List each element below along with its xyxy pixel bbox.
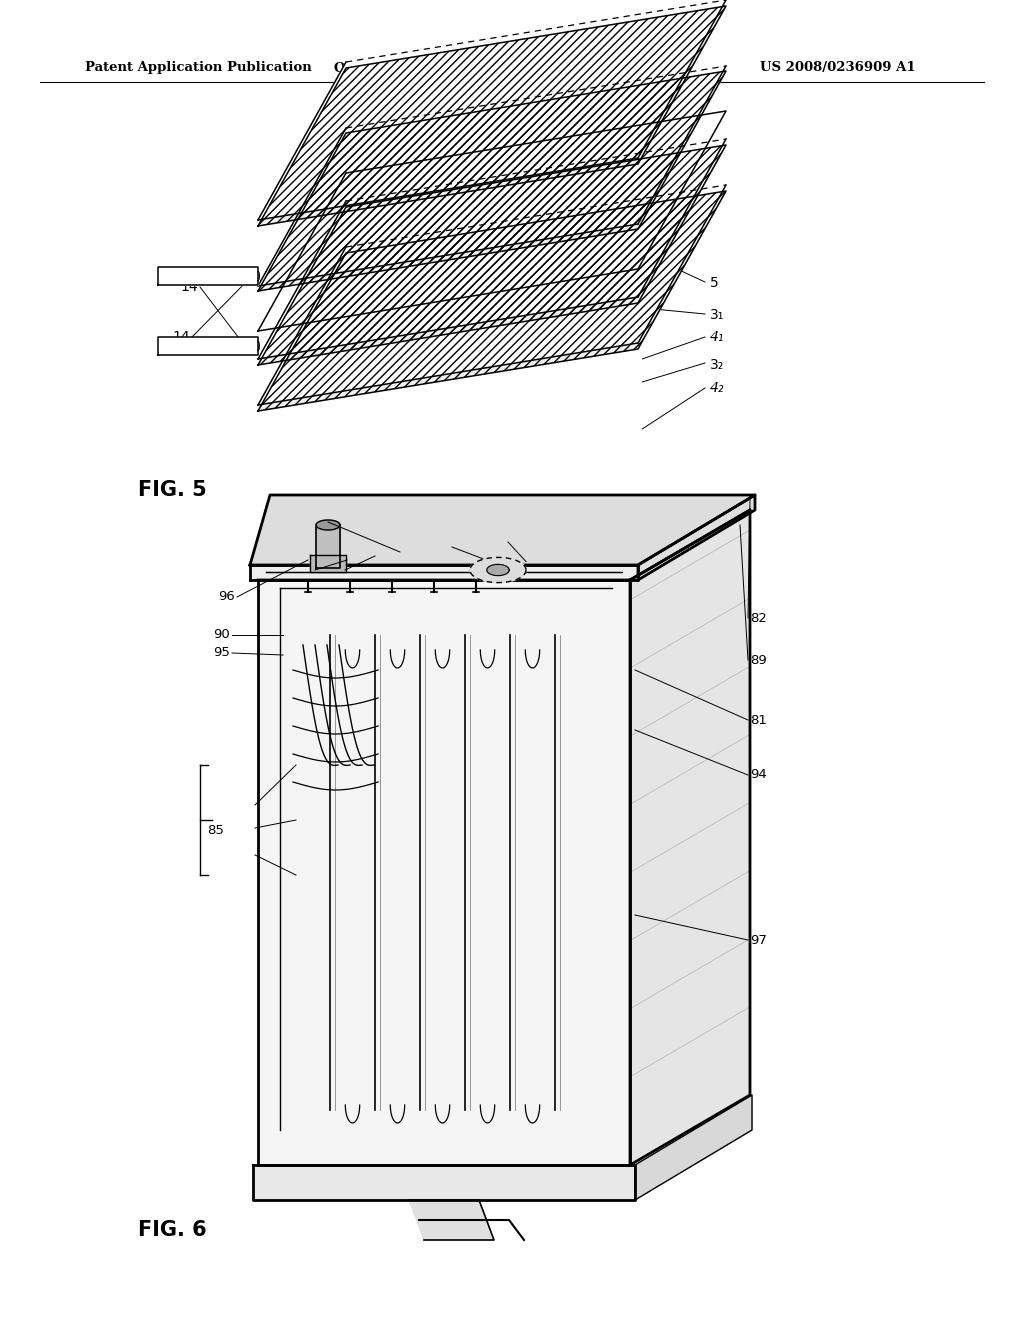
Text: US 2008/0236909 A1: US 2008/0236909 A1	[760, 62, 915, 74]
Polygon shape	[470, 557, 526, 582]
Polygon shape	[158, 267, 258, 285]
Polygon shape	[250, 495, 755, 565]
Text: 5: 5	[710, 276, 719, 290]
Text: 3₁: 3₁	[710, 308, 724, 322]
Polygon shape	[316, 525, 340, 568]
Text: 82: 82	[750, 611, 767, 624]
Text: 83: 83	[391, 537, 409, 550]
Text: 81: 81	[750, 714, 767, 726]
Polygon shape	[409, 1200, 494, 1239]
Polygon shape	[258, 579, 630, 1166]
Text: 85: 85	[207, 824, 224, 837]
Polygon shape	[258, 66, 726, 286]
Text: FIG. 5: FIG. 5	[138, 480, 207, 500]
Polygon shape	[250, 565, 638, 579]
Text: 92: 92	[443, 532, 461, 545]
Polygon shape	[258, 145, 726, 366]
Text: 90: 90	[213, 628, 230, 642]
Polygon shape	[258, 185, 726, 405]
Polygon shape	[258, 71, 726, 290]
Text: FIG. 6: FIG. 6	[138, 1220, 207, 1239]
Text: 4₂: 4₂	[710, 381, 725, 395]
Text: 91: 91	[339, 545, 355, 558]
Polygon shape	[486, 565, 509, 576]
Text: 14: 14	[180, 280, 198, 294]
Text: 94: 94	[750, 768, 767, 781]
Polygon shape	[158, 337, 258, 355]
Text: 97: 97	[750, 933, 767, 946]
Text: 88: 88	[260, 821, 276, 834]
Text: Patent Application Publication: Patent Application Publication	[85, 62, 311, 74]
Text: 3₂: 3₂	[710, 358, 724, 372]
Text: 87: 87	[260, 799, 276, 812]
Text: 89: 89	[750, 653, 767, 667]
Polygon shape	[253, 1166, 635, 1200]
Text: 14: 14	[172, 330, 190, 345]
Polygon shape	[258, 111, 726, 331]
Polygon shape	[630, 510, 750, 1166]
Text: Oct. 2, 2008   Sheet 3 of 9: Oct. 2, 2008 Sheet 3 of 9	[334, 62, 526, 74]
Text: 93: 93	[500, 527, 516, 540]
Polygon shape	[258, 191, 726, 411]
Text: 96: 96	[218, 590, 234, 603]
Polygon shape	[638, 495, 755, 579]
Polygon shape	[635, 1096, 752, 1200]
Text: 4₁: 4₁	[710, 330, 725, 345]
Polygon shape	[258, 0, 726, 220]
Text: 95: 95	[213, 647, 230, 660]
Polygon shape	[258, 7, 726, 226]
Polygon shape	[316, 520, 340, 531]
Polygon shape	[310, 554, 346, 572]
Text: 86: 86	[260, 849, 276, 862]
Polygon shape	[258, 139, 726, 359]
Text: 84: 84	[367, 541, 383, 554]
